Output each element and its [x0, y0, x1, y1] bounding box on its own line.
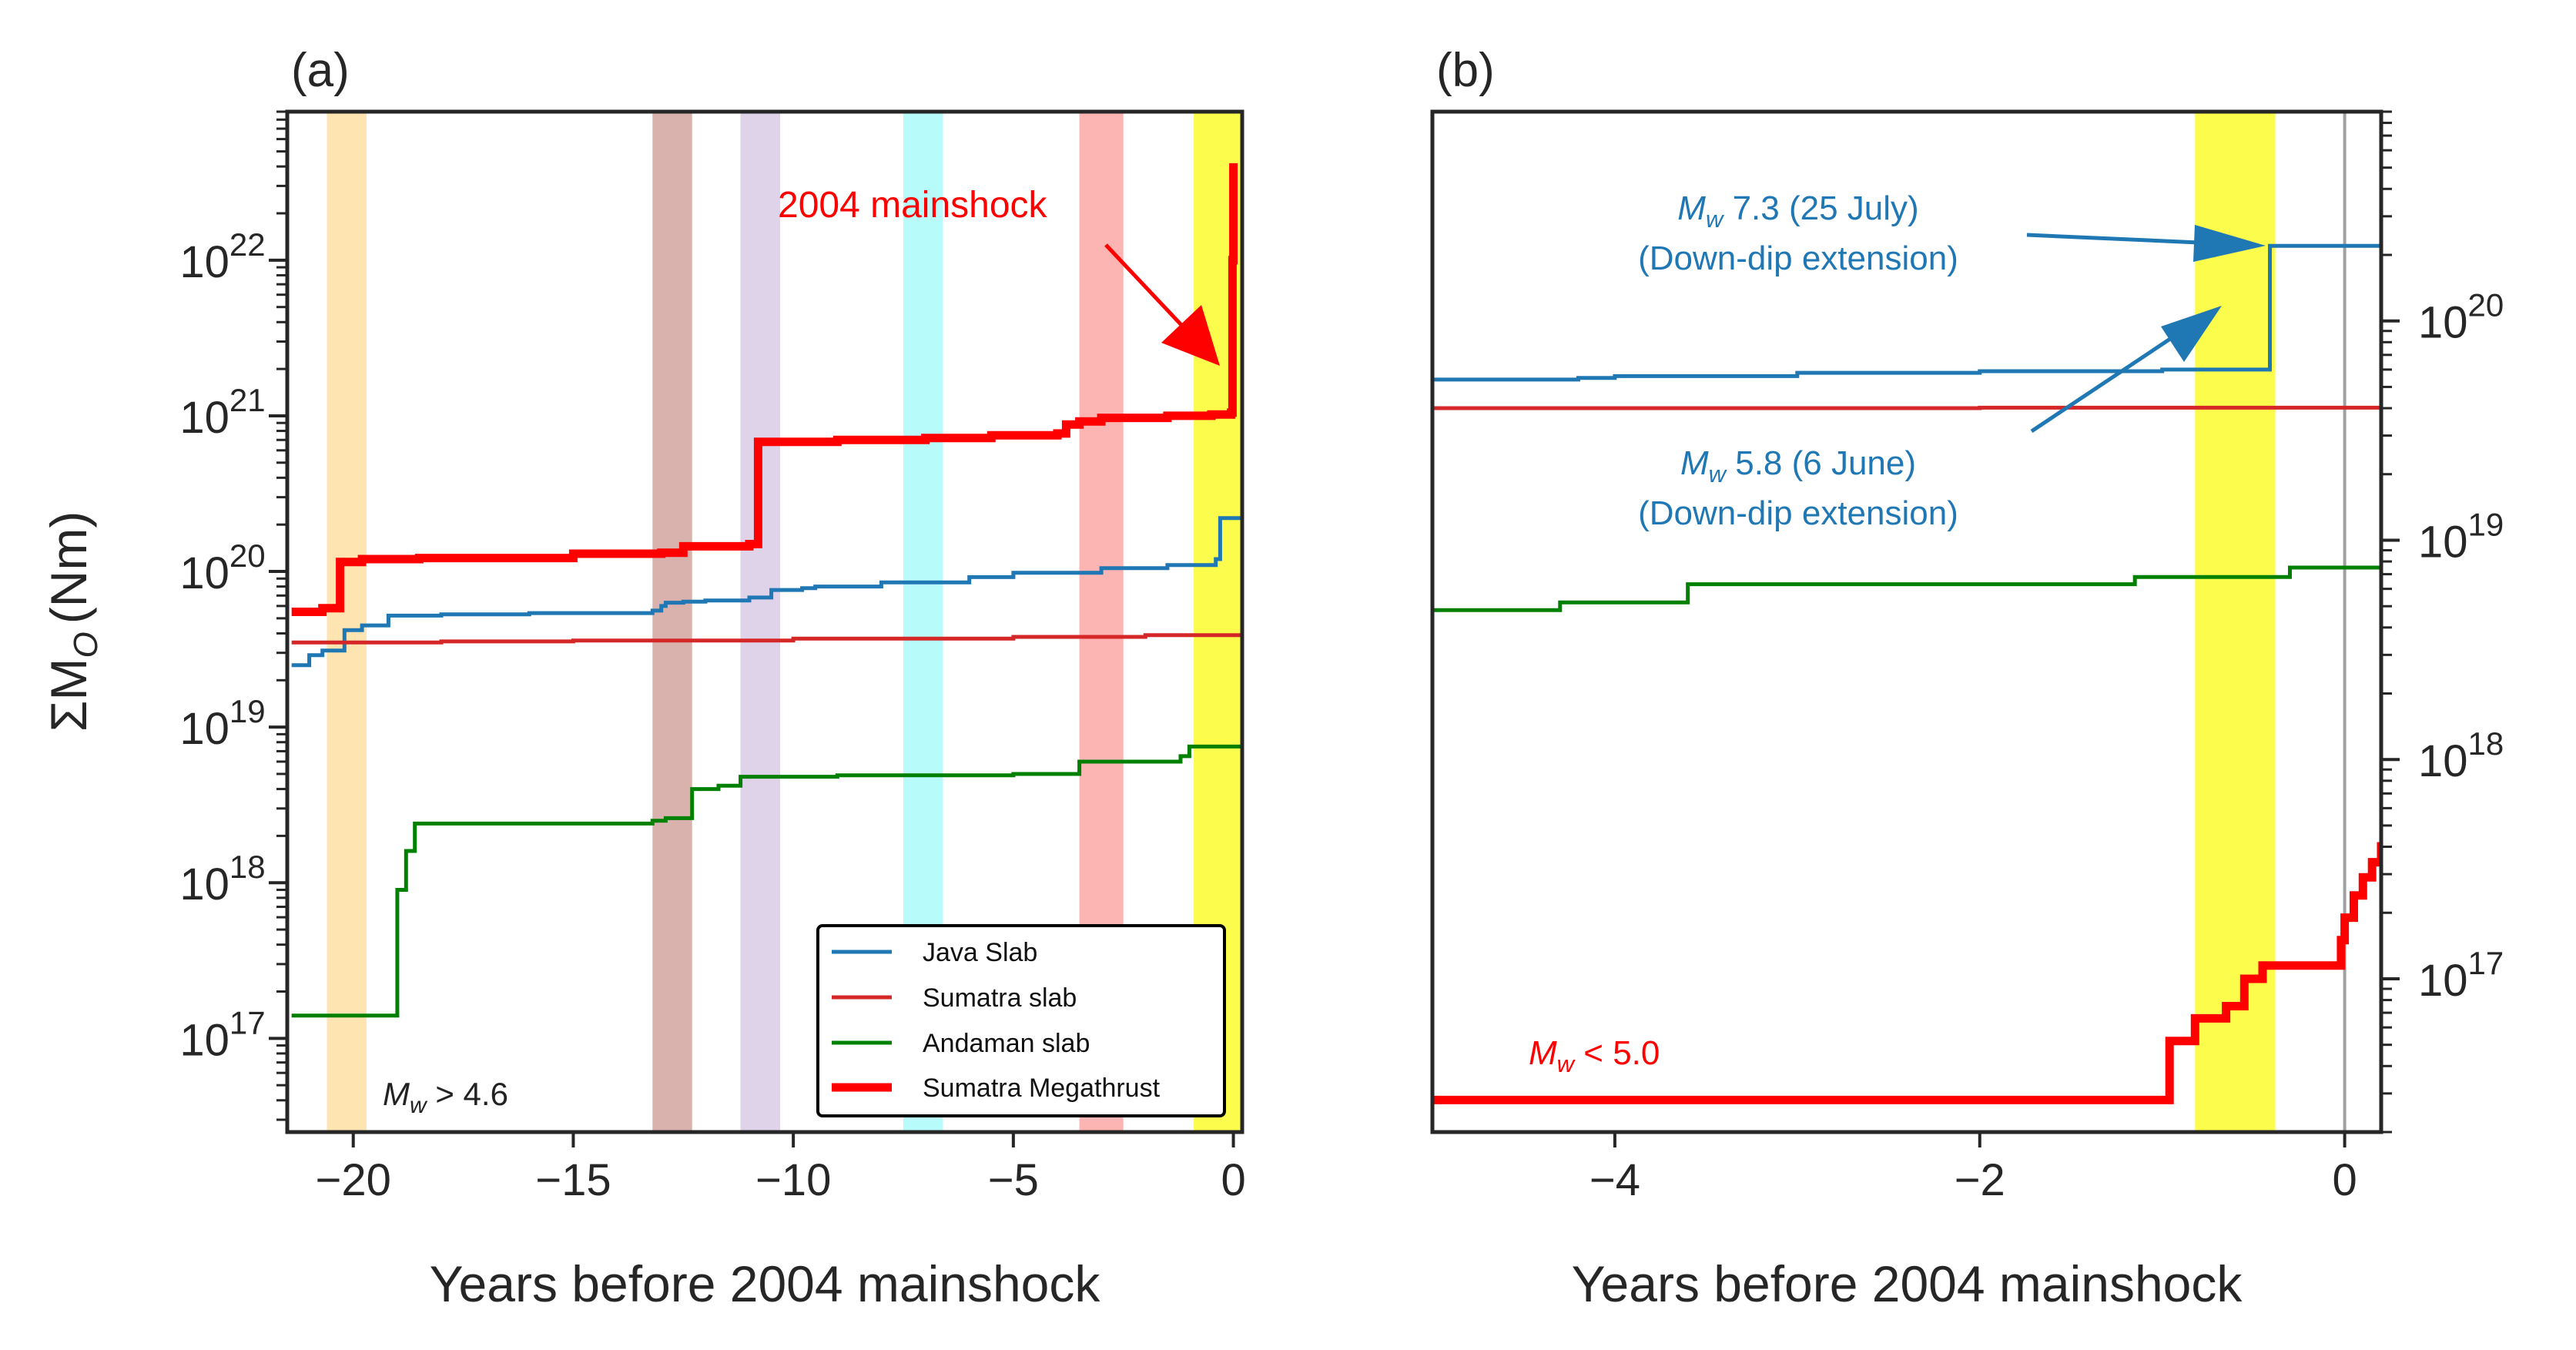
x-tick-label: −2 — [1955, 1155, 2005, 1205]
arrow-mw-5-8-shaft — [2030, 337, 2172, 434]
y-label-unit: (Nm) — [40, 511, 97, 625]
annotation-mw-5-8-line2: (Down-dip extension) — [1638, 494, 1958, 532]
y-tick-label: 1017 — [179, 1004, 265, 1065]
series-line-java-slab — [1432, 243, 2381, 382]
x-tick-label: −4 — [1589, 1155, 1640, 1205]
series-line-java-slab — [291, 516, 1242, 668]
panel-a-label: (a) — [291, 44, 350, 97]
panel-a: −20 −15 −10 −5 0 1017 1018 1019 1020 1021 1022 (a… — [40, 44, 1246, 1312]
legend-item-sumatra-slab: Sumatra slab — [832, 983, 1077, 1013]
panel-a-frame — [285, 109, 1244, 1134]
annotation-2004-mainshock: 2004 mainshock — [778, 185, 1048, 226]
legend-label-sumatra-slab: Sumatra slab — [923, 983, 1077, 1013]
arrow-mw-7-3-shaft — [2026, 233, 2199, 245]
svg-text:ΣMO(Nm): ΣMO (Nm) — [40, 511, 105, 732]
series-line-sumatra-megathrust — [291, 162, 1238, 616]
panel-b: −4 −2 0 1017 1018 1019 1020 (b) Years before … — [1430, 44, 2504, 1312]
annotation-mw-below-5: Mw < 5.0 — [1529, 1034, 1660, 1077]
panel-b-x-axis: −4 −2 0 — [1589, 1132, 2357, 1205]
panel-b-x-axis-label: Years before 2004 mainshock — [1572, 1255, 2243, 1312]
series-line-sumatra-megathrust — [1432, 842, 2381, 1104]
y-tick-label: 1017 — [2418, 945, 2504, 1006]
annotation-magnitude-threshold: Mw > 4.6 — [383, 1076, 508, 1118]
y-tick-label: 1019 — [179, 693, 265, 754]
y-tick-label: 1022 — [179, 226, 265, 287]
y-tick-label: 1020 — [179, 538, 265, 598]
panel-b-label: (b) — [1436, 44, 1495, 97]
x-tick-label: −15 — [535, 1155, 611, 1205]
annotation-mw-5-8: Mw 5.8 (6 June) (Down-dip extension) — [1638, 306, 2222, 532]
panel-a-y-axis-label: ΣMO (Nm) — [40, 511, 105, 732]
panel-b-frame — [1430, 109, 2383, 1134]
legend-label-andaman-slab: Andaman slab — [923, 1029, 1090, 1058]
arrow-mw-5-8-head — [2161, 306, 2222, 362]
x-tick-label: −10 — [755, 1155, 831, 1205]
legend-item-sumatra-megathrust: Sumatra Megathrust — [832, 1074, 1161, 1103]
series-line-andaman-slab — [1432, 565, 2381, 612]
x-tick-label: −5 — [988, 1155, 1039, 1205]
legend-label-java-slab: Java Slab — [923, 938, 1037, 967]
highlight-band-1 — [327, 112, 367, 1132]
y-tick-label: 1020 — [2418, 287, 2504, 348]
panel-a-y-axis: 1017 1018 1019 1020 1021 1022 — [179, 110, 287, 1121]
panel-a-series — [291, 162, 1242, 1018]
x-tick-label: 0 — [2332, 1155, 2357, 1205]
legend-label-sumatra-megathrust: Sumatra Megathrust — [923, 1074, 1161, 1103]
panel-a-x-axis: −20 −15 −10 −5 0 — [316, 1132, 1246, 1205]
y-tick-label: 1018 — [179, 849, 265, 909]
x-tick-label: 0 — [1221, 1155, 1245, 1205]
highlight-band-2 — [652, 112, 692, 1132]
y-label-sigma-m: ΣM — [40, 658, 97, 732]
y-tick-label: 1018 — [2418, 725, 2504, 786]
legend-item-java-slab: Java Slab — [832, 938, 1037, 967]
series-line-sumatra-slab — [1432, 405, 2381, 410]
annotation-mw-7-3-line2: (Down-dip extension) — [1638, 240, 1958, 277]
panel-a-x-axis-label: Years before 2004 mainshock — [430, 1255, 1101, 1312]
annotation-mw-7-3-line1: Mw 7.3 (25 July) — [1677, 189, 1918, 233]
legend: Java Slab Sumatra slab Andaman slab Suma… — [816, 924, 1226, 1117]
y-label-subscript: O — [67, 631, 105, 658]
panel-b-y-axis: 1017 1018 1019 1020 — [2381, 110, 2504, 1134]
annotation-mw-7-3: Mw 7.3 (25 July) (Down-dip extension) — [1638, 189, 2266, 277]
highlight-band-3 — [740, 112, 780, 1132]
x-tick-label: −20 — [316, 1155, 391, 1205]
series-line-andaman-slab — [291, 744, 1242, 1018]
legend-box — [816, 924, 1226, 1117]
mainshock-arrow — [1104, 243, 1220, 366]
legend-item-andaman-slab: Andaman slab — [832, 1029, 1090, 1058]
series-line-sumatra-slab — [291, 633, 1242, 645]
panel-b-series — [1432, 243, 2381, 1104]
y-tick-label: 1021 — [179, 382, 265, 443]
arrow-mw-7-3-head — [2193, 225, 2266, 262]
annotation-mw-5-8-line1: Mw 5.8 (6 June) — [1680, 444, 1916, 487]
y-tick-label: 1019 — [2418, 506, 2504, 567]
